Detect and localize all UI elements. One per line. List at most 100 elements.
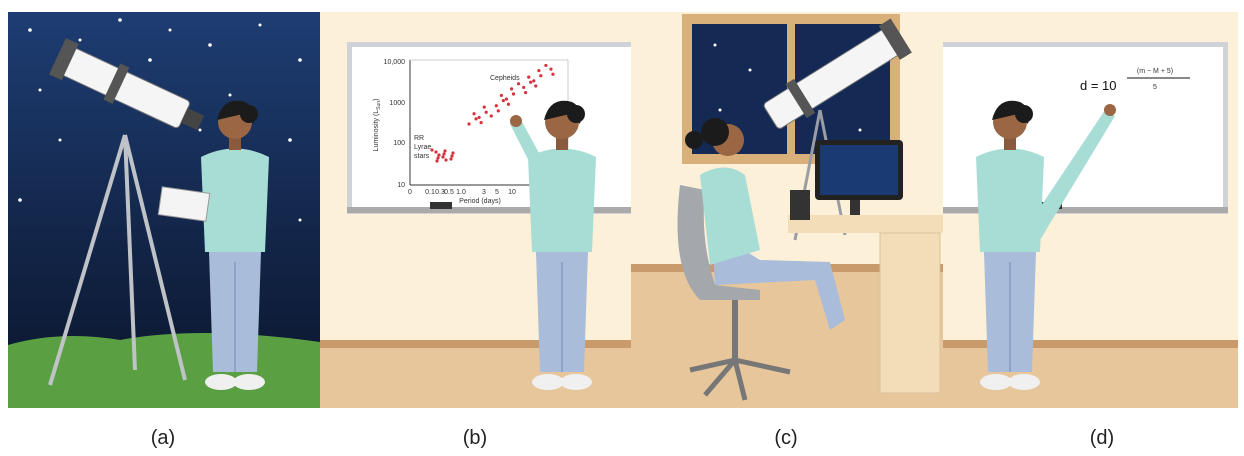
scatter-dot (522, 85, 526, 90)
annotation: Lyrae (414, 144, 431, 151)
panel-c (631, 12, 943, 408)
y-tick: 10 (397, 182, 405, 189)
scatter-dot (549, 67, 553, 71)
scatter-dot (524, 90, 528, 95)
circle-shape (298, 218, 302, 222)
rect-shape (157, 186, 211, 222)
scatter-dot (443, 149, 447, 153)
rect-shape (878, 18, 912, 60)
annotation: stars (414, 153, 430, 160)
scatter-dot (441, 155, 445, 159)
g-shape (763, 18, 912, 129)
y-label-text: Luminosity (L (373, 110, 380, 152)
scatter-dot (444, 158, 448, 162)
panel-label: (b) (463, 427, 487, 449)
x-tick: 0 (408, 189, 412, 196)
scatter-dot (501, 98, 505, 103)
scatter-dot (509, 87, 514, 91)
scatter-dot (499, 93, 503, 98)
circle-shape (168, 28, 172, 32)
panel-a (8, 12, 320, 408)
path-shape (712, 230, 845, 330)
rect-shape (790, 190, 810, 220)
y-tick: 10,000 (384, 59, 406, 66)
x-tick: 1.0 (456, 189, 466, 196)
circle-shape (510, 115, 522, 127)
scatter-dot (479, 120, 483, 125)
y-label-end: ) (373, 99, 380, 101)
scatter-dot (474, 117, 478, 121)
g-shape (18, 18, 302, 222)
scatter-dot (539, 74, 543, 78)
scatter-dot (442, 152, 446, 156)
circle-shape (38, 88, 42, 92)
scatter-dot (537, 68, 541, 73)
scatter-dot (527, 75, 531, 79)
formula-denominator: 5 (1153, 84, 1157, 91)
circle-shape (1104, 104, 1116, 116)
circle-shape (718, 108, 722, 112)
scatter-dot (496, 109, 500, 113)
annotation: Cepheids (490, 75, 520, 82)
x-tick: 5 (495, 189, 499, 196)
scatter-dot (484, 110, 488, 114)
circle-shape (701, 118, 729, 146)
panel-label: (c) (774, 427, 797, 449)
scatter-dot (449, 157, 453, 161)
scatter-dot (435, 159, 439, 163)
scatter-dot (437, 153, 441, 157)
rect-shape (347, 207, 631, 213)
rect-shape (180, 108, 205, 131)
panel-label: (a) (151, 427, 175, 449)
scatter-dot (467, 122, 471, 126)
circle-shape (685, 131, 703, 149)
panel-label: (d) (1090, 427, 1114, 449)
circle-shape (208, 43, 212, 47)
y-tick: 1000 (389, 100, 405, 107)
circle-shape (78, 38, 82, 42)
scatter-dot (436, 156, 440, 160)
rect-shape (850, 200, 860, 220)
circle-shape (28, 28, 32, 32)
path-shape (700, 167, 760, 265)
whiteboard-chart: 10,000 1000 100 10 Luminosity (LSun) 0 0… (373, 59, 569, 205)
scatter-dot (434, 150, 438, 154)
circle-shape (748, 68, 752, 72)
rect-shape (943, 340, 1238, 348)
scatter-dot (494, 104, 498, 108)
circle-shape (258, 23, 262, 27)
scatter-dot (532, 79, 536, 83)
scatter-dot (529, 80, 533, 84)
circle-shape (858, 128, 862, 132)
rect-shape (943, 207, 1228, 213)
g-shape (713, 43, 862, 132)
rect-shape (103, 63, 130, 104)
scatter-dot (551, 72, 555, 76)
scatter-dot (451, 151, 455, 155)
rect-shape (788, 215, 943, 233)
rect-shape (785, 78, 816, 119)
scatter-dot (472, 112, 476, 116)
circle-shape (228, 93, 232, 97)
rect-shape (320, 340, 631, 348)
x-tick: 0.1 (425, 189, 435, 196)
path-shape (677, 185, 760, 300)
rect-shape (820, 145, 898, 195)
g-shape (48, 134, 187, 386)
scatter-dot (544, 63, 548, 68)
scatter-dot (516, 82, 521, 86)
x-label: Period (days) (459, 198, 501, 205)
scatter-dot (511, 92, 516, 96)
y-label-sub: Sun (376, 101, 382, 110)
panel-b: 10,000 1000 100 10 Luminosity (LSun) 0 0… (320, 12, 631, 408)
line-shape (123, 134, 137, 371)
circle-shape (713, 43, 717, 47)
formula-numerator: (m − M + 5) (1137, 68, 1173, 75)
line-shape (123, 134, 187, 381)
panel-d: d = 10 (m − M + 5) 5 (943, 12, 1238, 408)
circle-shape (148, 58, 152, 62)
y-tick: 100 (393, 140, 405, 147)
rect-shape (430, 202, 452, 209)
rect-shape (879, 232, 941, 394)
